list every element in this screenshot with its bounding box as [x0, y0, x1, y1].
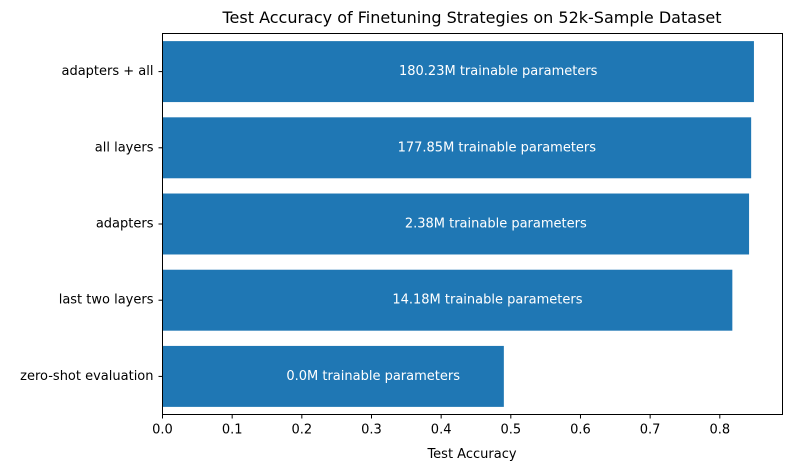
bar — [162, 345, 504, 407]
bar — [162, 269, 733, 331]
x-tick-label: 0.4 — [431, 423, 452, 438]
x-tick-label: 0.3 — [361, 423, 382, 438]
bar-data-label: 2.38M trainable parameters — [405, 217, 587, 232]
x-axis-label: Test Accuracy — [426, 447, 516, 462]
chart-title: Test Accuracy of Finetuning Strategies o… — [221, 8, 721, 27]
x-tick-label: 0.7 — [640, 423, 661, 438]
y-tick-label: adapters + all — [62, 64, 154, 79]
y-tick-label: adapters — [96, 217, 154, 232]
bar — [162, 117, 752, 179]
x-axis-ticks: 0.0 0.1 0.2 0.3 0.4 0.5 0.6 0.7 0.8 — [152, 414, 730, 438]
x-tick-label: 0.6 — [570, 423, 591, 438]
bar — [162, 41, 754, 103]
x-tick-label: 0.2 — [291, 423, 312, 438]
x-tick-label: 0.8 — [709, 423, 730, 438]
x-tick-label: 0.0 — [152, 423, 173, 438]
y-tick-label: last two layers — [59, 293, 154, 308]
plot-frame — [162, 33, 783, 415]
bars-group — [162, 41, 754, 407]
x-tick-label: 0.5 — [500, 423, 521, 438]
bar-data-label: 14.18M trainable parameters — [392, 293, 582, 308]
bar — [162, 193, 750, 255]
y-tick-label: all layers — [95, 140, 154, 155]
bar-data-label: 177.85M trainable parameters — [398, 140, 597, 155]
bar-data-label: 180.23M trainable parameters — [399, 64, 598, 79]
x-tick-label: 0.1 — [222, 423, 243, 438]
bar-data-label: 0.0M trainable parameters — [286, 369, 460, 384]
bar-labels-group: 180.23M trainable parameters 177.85M trai… — [286, 64, 597, 384]
y-tick-label: zero-shot evaluation — [20, 369, 153, 384]
y-axis-ticks: adapters + all all layers adapters last two… — [20, 64, 163, 384]
